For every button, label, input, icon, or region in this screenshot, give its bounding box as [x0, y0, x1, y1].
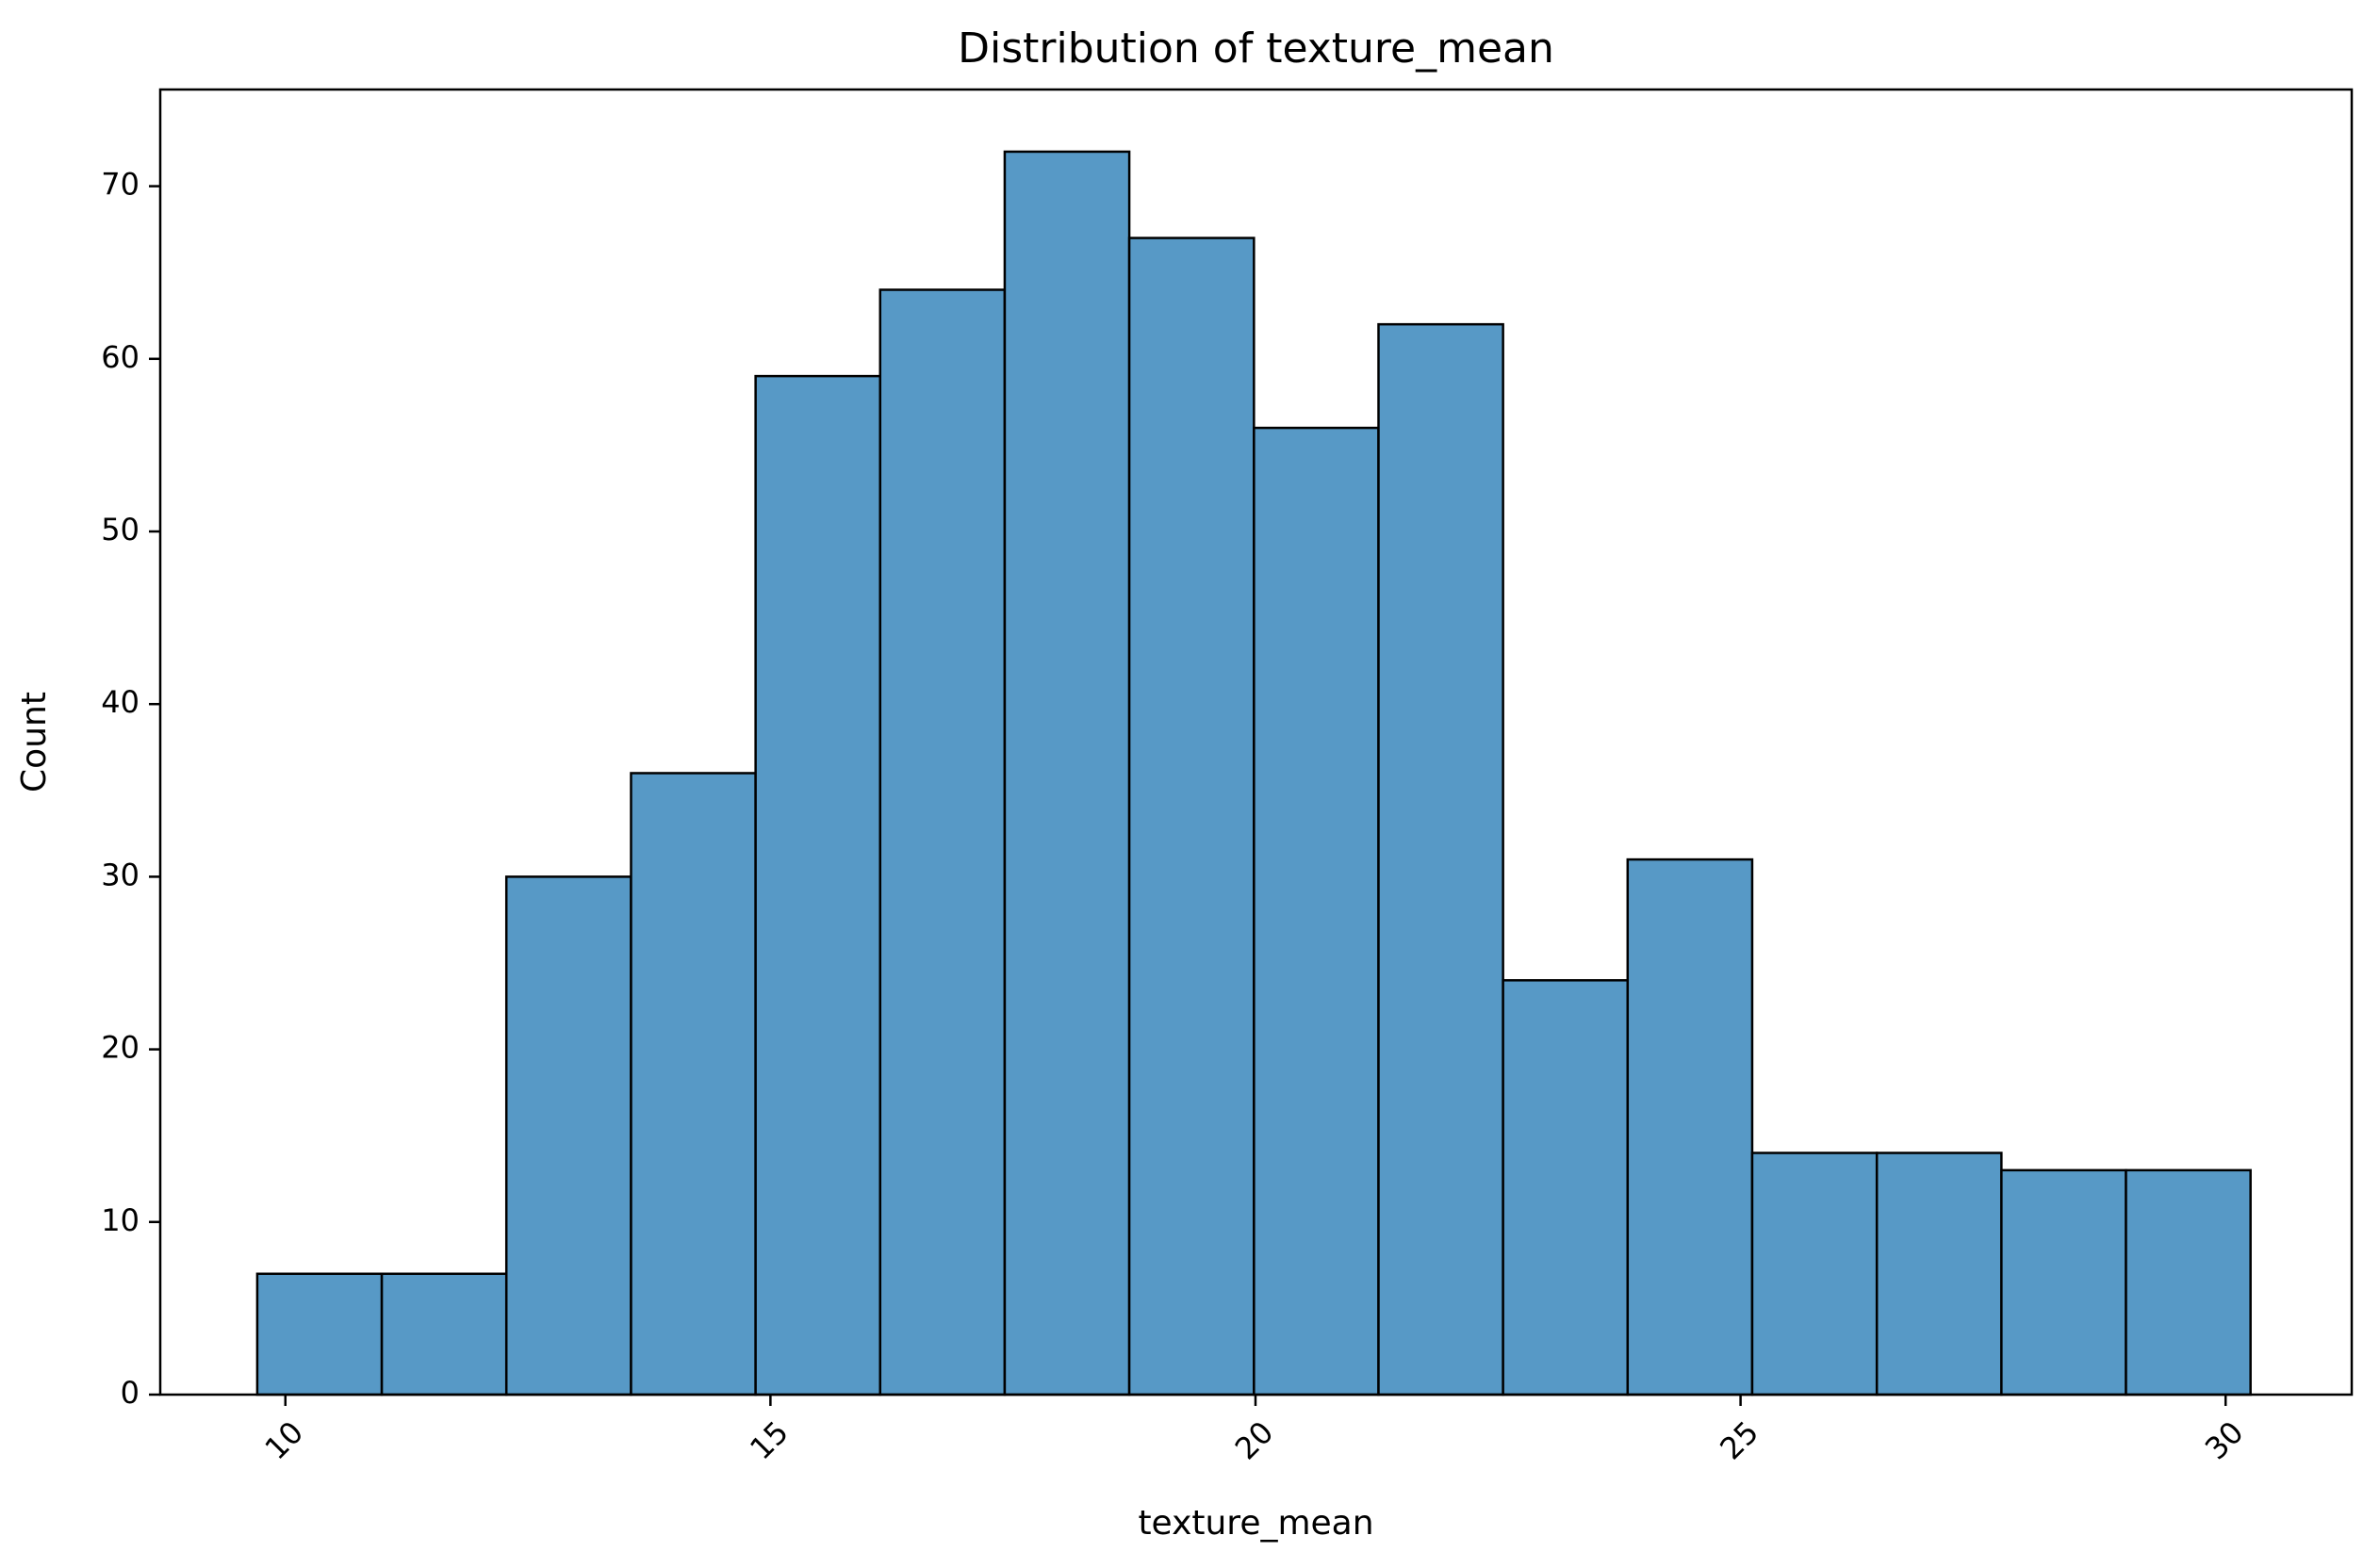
- histogram-bar: [878, 288, 1007, 1396]
- y-tick-label: 40: [101, 684, 140, 720]
- x-axis-label: texture_mean: [1138, 1504, 1373, 1543]
- histogram-bar: [1377, 322, 1504, 1396]
- histogram-bar: [1502, 979, 1630, 1396]
- histogram-bar: [255, 1272, 384, 1396]
- y-tick-label: 0: [121, 1375, 140, 1411]
- histogram-bar: [1750, 1152, 1879, 1396]
- y-axis-label: Count: [15, 692, 54, 792]
- histogram-bar: [1003, 150, 1131, 1396]
- y-tick-label: 70: [101, 167, 140, 203]
- histogram-bar: [2000, 1168, 2127, 1396]
- histogram-bar: [630, 772, 757, 1396]
- y-tick-label: 60: [101, 339, 140, 375]
- histogram-bar: [1127, 237, 1256, 1396]
- histogram-bar: [754, 374, 882, 1396]
- y-axis-ticks: 0 10 20 30 40 50 60 70: [101, 167, 160, 1411]
- histogram-bar: [1253, 426, 1380, 1396]
- chart-title: Distribution of texture_mean: [958, 24, 1554, 73]
- histogram-bar: [380, 1272, 508, 1396]
- y-tick-label: 30: [101, 857, 140, 892]
- histogram-bar: [504, 875, 632, 1396]
- y-tick-label: 20: [101, 1030, 140, 1066]
- y-tick-label: 10: [101, 1202, 140, 1238]
- histogram-bar: [1626, 858, 1754, 1396]
- histogram-bar: [2125, 1168, 2252, 1396]
- histogram-bar: [1875, 1152, 2003, 1396]
- bars-group: [255, 150, 2252, 1396]
- y-tick-label: 50: [101, 512, 140, 547]
